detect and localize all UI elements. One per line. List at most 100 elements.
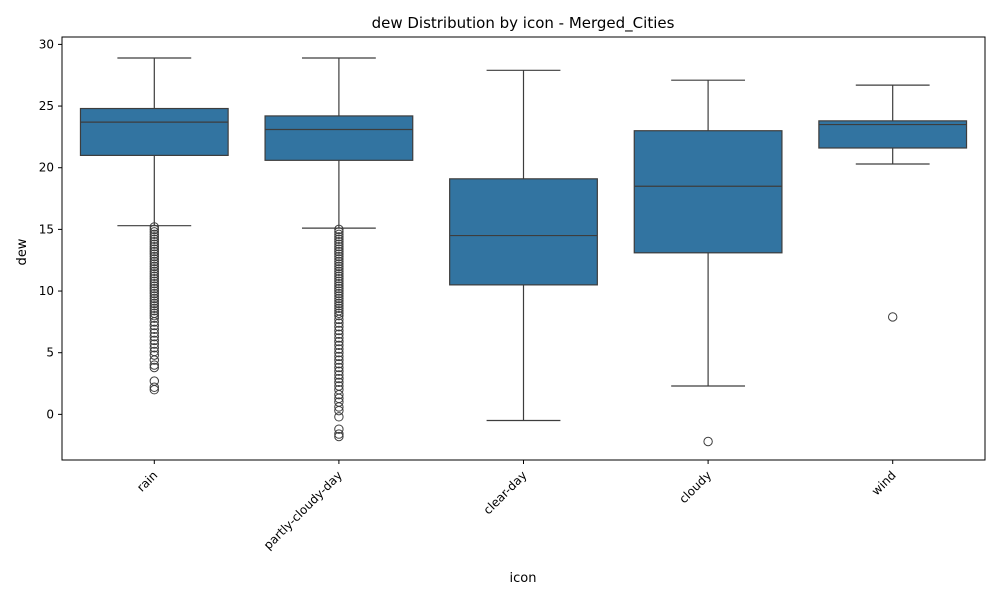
outlier-point xyxy=(149,296,160,306)
outlier-point xyxy=(334,291,344,301)
outlier-point xyxy=(149,355,160,365)
outlier-point xyxy=(149,311,160,321)
x-axis-title: icon xyxy=(510,571,537,586)
iqr-box xyxy=(79,107,229,156)
box-rain xyxy=(79,57,229,395)
outlier-point xyxy=(149,317,160,327)
outlier-point xyxy=(334,261,344,272)
iqr-box xyxy=(633,130,783,254)
x-tick-label: clear-day xyxy=(481,468,530,517)
outlier-point xyxy=(334,264,344,274)
outlier-point xyxy=(149,281,160,291)
outlier-point xyxy=(334,251,344,262)
outlier-point xyxy=(334,348,344,358)
outlier-point xyxy=(149,298,160,309)
outlier-point xyxy=(149,362,160,373)
outlier-point xyxy=(334,373,344,384)
outlier-point xyxy=(334,249,344,259)
outlier-point xyxy=(334,269,344,279)
outlier-point xyxy=(334,278,344,289)
outlier-point xyxy=(334,322,344,332)
iqr-box xyxy=(264,115,414,161)
outlier-point xyxy=(334,333,344,343)
outlier-point xyxy=(334,370,344,380)
outlier-point xyxy=(149,266,160,277)
outlier-point xyxy=(334,429,344,439)
outlier-point xyxy=(334,301,344,311)
box-clear-day xyxy=(449,69,598,422)
outlier-point xyxy=(149,343,160,353)
outlier-point xyxy=(334,288,344,299)
outlier-point xyxy=(149,246,160,257)
outlier-point xyxy=(149,286,160,296)
outlier-point xyxy=(334,296,344,306)
y-tick-label: 15 xyxy=(39,222,54,236)
outlier-point xyxy=(334,314,344,325)
outlier-point xyxy=(149,313,160,323)
outlier-point xyxy=(334,224,344,235)
outlier-point xyxy=(334,274,344,284)
outlier-point xyxy=(149,283,160,294)
outlier-point xyxy=(149,324,160,334)
outlier-point xyxy=(334,254,344,264)
outlier-point xyxy=(149,239,160,249)
outlier-point xyxy=(149,227,160,237)
plot-area xyxy=(79,57,968,447)
outlier-point xyxy=(334,340,344,351)
outlier-point xyxy=(334,246,344,257)
outlier-point xyxy=(334,318,344,328)
outlier-point xyxy=(334,431,344,442)
outlier-point xyxy=(334,325,344,336)
outlier-point xyxy=(334,424,344,434)
outlier-point xyxy=(334,412,344,422)
outlier-point xyxy=(149,254,160,264)
outlier-point xyxy=(149,232,160,242)
outlier-point xyxy=(149,271,160,281)
outlier-point xyxy=(334,329,344,339)
outlier-point xyxy=(334,351,344,362)
outlier-point xyxy=(334,405,344,416)
outlier-point xyxy=(149,224,160,235)
outlier-point xyxy=(149,291,160,301)
outlier-point xyxy=(149,320,160,331)
outlier-point xyxy=(334,283,344,294)
outlier-point xyxy=(334,377,344,388)
x-tick-label: cloudy xyxy=(676,468,714,506)
y-tick-label: 25 xyxy=(39,99,54,113)
y-tick-label: 0 xyxy=(46,407,54,421)
x-tick-label: wind xyxy=(869,468,899,498)
outlier-point xyxy=(334,359,344,369)
outlier-point xyxy=(149,249,160,259)
outlier-point xyxy=(149,274,160,284)
y-axis-title: dew xyxy=(15,238,30,265)
outlier-point xyxy=(149,278,160,289)
outlier-point xyxy=(149,229,160,240)
outlier-point xyxy=(149,339,160,349)
outlier-point xyxy=(149,301,160,311)
outlier-point xyxy=(334,256,344,267)
iqr-box xyxy=(818,120,968,149)
outlier-point xyxy=(334,355,344,365)
outlier-point xyxy=(149,328,160,338)
x-tick-label: partly-cloudy-day xyxy=(261,468,345,552)
outlier-point xyxy=(334,402,344,412)
outlier-point xyxy=(703,436,713,447)
outlier-point xyxy=(149,237,160,247)
outlier-point xyxy=(149,385,160,395)
outlier-point xyxy=(149,234,160,244)
outlier-point xyxy=(334,393,344,404)
outlier-point xyxy=(334,298,344,309)
outlier-point xyxy=(149,293,160,304)
outlier-point xyxy=(334,366,344,376)
x-tick-label: rain xyxy=(134,468,160,494)
outlier-point xyxy=(334,237,344,247)
outlier-point xyxy=(334,244,344,254)
y-tick-label: 20 xyxy=(39,161,54,175)
box-partly-cloudy-day xyxy=(264,57,414,442)
outlier-point xyxy=(149,256,160,267)
outlier-point xyxy=(334,308,344,318)
outlier-point xyxy=(334,239,344,249)
outlier-point xyxy=(149,259,160,269)
outlier-point xyxy=(149,251,160,262)
